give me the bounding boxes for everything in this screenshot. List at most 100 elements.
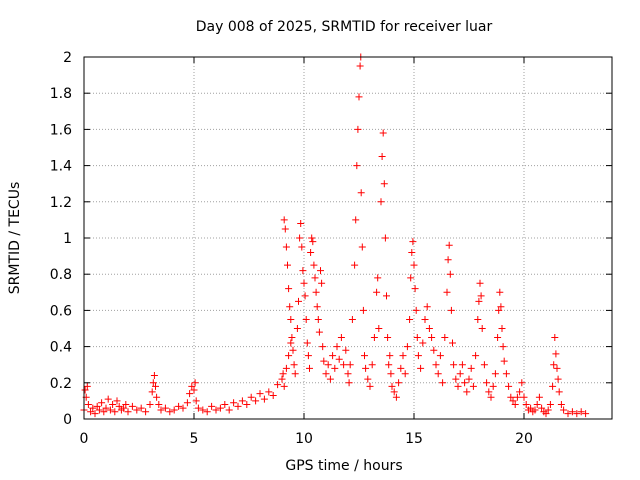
data-point bbox=[289, 346, 297, 354]
data-point bbox=[454, 382, 462, 390]
data-point bbox=[91, 410, 99, 418]
data-point bbox=[573, 410, 581, 418]
x-axis-ticks: 0 5 10 15 20 bbox=[80, 57, 533, 447]
data-point bbox=[412, 306, 420, 314]
data-point bbox=[93, 402, 101, 410]
data-point bbox=[450, 361, 458, 369]
data-point bbox=[550, 361, 558, 369]
data-point bbox=[149, 379, 157, 387]
data-point bbox=[406, 315, 414, 323]
y-tick-label: 0 bbox=[63, 412, 72, 428]
data-point bbox=[287, 339, 295, 347]
data-point bbox=[216, 404, 224, 412]
data-point bbox=[280, 382, 288, 390]
data-point bbox=[496, 288, 504, 296]
data-point bbox=[333, 343, 341, 351]
data-point bbox=[284, 261, 291, 269]
data-point bbox=[502, 370, 510, 378]
data-point bbox=[340, 361, 348, 369]
data-point bbox=[106, 406, 114, 414]
data-point bbox=[300, 279, 308, 287]
data-point bbox=[179, 404, 187, 412]
data-point bbox=[269, 391, 277, 399]
data-point bbox=[449, 339, 456, 347]
data-point bbox=[379, 129, 387, 137]
data-point bbox=[256, 390, 264, 398]
data-point bbox=[447, 306, 455, 314]
data-point bbox=[446, 270, 454, 278]
data-point bbox=[413, 334, 421, 342]
data-point bbox=[285, 352, 293, 360]
data-point bbox=[133, 406, 141, 414]
y-tick-label: 1 bbox=[63, 231, 72, 247]
data-point bbox=[374, 274, 382, 282]
x-tick-label: 10 bbox=[295, 431, 313, 447]
data-point bbox=[111, 408, 119, 416]
data-point bbox=[155, 401, 163, 409]
data-point bbox=[345, 379, 353, 387]
data-point bbox=[307, 248, 315, 256]
data-point bbox=[461, 379, 469, 387]
data-point bbox=[353, 162, 361, 170]
x-tick-label: 20 bbox=[515, 431, 533, 447]
data-point bbox=[444, 256, 452, 264]
data-point bbox=[432, 361, 440, 369]
data-point bbox=[191, 379, 199, 387]
data-point bbox=[175, 402, 183, 410]
data-point bbox=[518, 379, 526, 387]
data-point bbox=[386, 352, 394, 360]
data-point bbox=[375, 325, 383, 332]
data-point bbox=[308, 234, 316, 242]
data-point bbox=[472, 352, 480, 360]
y-tick-label: 1.6 bbox=[50, 122, 72, 138]
data-point bbox=[312, 288, 320, 296]
data-point bbox=[183, 399, 191, 407]
data-point bbox=[533, 401, 541, 409]
data-point bbox=[381, 234, 389, 242]
data-point bbox=[102, 404, 110, 412]
data-point bbox=[122, 401, 130, 409]
data-point bbox=[309, 238, 317, 246]
data-point bbox=[315, 328, 323, 336]
data-point bbox=[480, 361, 488, 369]
data-point bbox=[500, 357, 508, 365]
data-point bbox=[361, 352, 368, 360]
data-point bbox=[546, 401, 554, 409]
data-point bbox=[495, 306, 503, 314]
data-point bbox=[274, 381, 282, 389]
data-point bbox=[499, 343, 507, 351]
data-point bbox=[411, 285, 419, 293]
data-point bbox=[247, 393, 255, 401]
data-point bbox=[476, 279, 484, 287]
data-point bbox=[356, 62, 364, 70]
data-point bbox=[520, 393, 528, 401]
data-point bbox=[553, 364, 561, 372]
data-point bbox=[290, 361, 298, 369]
data-point bbox=[456, 370, 464, 378]
data-point bbox=[378, 153, 386, 161]
data-point bbox=[190, 386, 198, 394]
data-point bbox=[366, 382, 374, 390]
y-tick-label: 0.4 bbox=[50, 340, 72, 356]
data-point bbox=[348, 315, 356, 323]
data-point bbox=[81, 386, 89, 394]
data-point bbox=[407, 274, 415, 282]
data-point bbox=[150, 372, 158, 380]
data-point bbox=[395, 379, 403, 387]
data-point bbox=[98, 399, 106, 407]
data-point bbox=[387, 370, 395, 378]
data-point bbox=[390, 388, 398, 396]
data-point bbox=[221, 401, 229, 409]
data-point bbox=[192, 397, 200, 405]
data-point bbox=[355, 93, 363, 101]
data-point bbox=[542, 410, 550, 418]
data-point bbox=[279, 370, 287, 378]
data-point bbox=[354, 125, 362, 133]
data-point bbox=[335, 355, 343, 363]
data-point bbox=[146, 401, 154, 409]
data-point bbox=[310, 261, 318, 269]
data-point bbox=[441, 334, 449, 342]
data-point bbox=[260, 395, 268, 403]
data-point bbox=[357, 189, 365, 197]
data-point bbox=[549, 382, 557, 390]
